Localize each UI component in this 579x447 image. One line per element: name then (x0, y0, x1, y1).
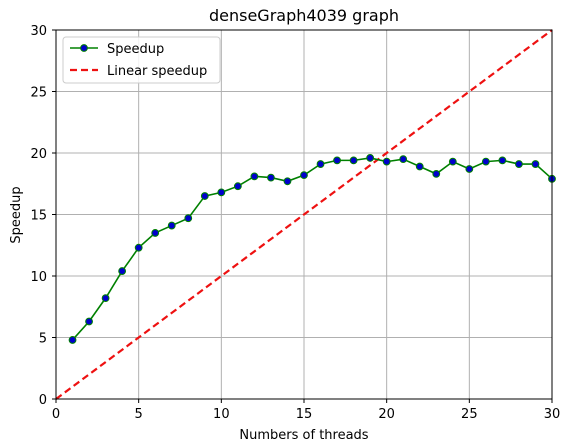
speedup-point (283, 177, 292, 186)
series-layer (55, 29, 556, 400)
speedup-point (300, 171, 308, 180)
y-tick-label: 10 (30, 270, 47, 285)
y-tick-label: 30 (30, 24, 47, 39)
legend: Speedup Linear speedup (62, 36, 221, 84)
speedup-point (432, 170, 441, 178)
speedup-point (515, 160, 523, 168)
speedup-point (382, 157, 391, 166)
x-tick-label: 0 (52, 407, 60, 422)
x-tick-label: 15 (296, 407, 313, 422)
y-tick-label: 20 (30, 147, 47, 162)
x-tick-label: 25 (461, 407, 478, 422)
speedup-point (151, 229, 160, 237)
speedup-point (498, 156, 507, 165)
y-tick-label: 25 (30, 86, 47, 101)
chart-title: denseGraph4039 graph (209, 6, 399, 25)
speedup-point (184, 214, 193, 223)
x-tick-label: 20 (378, 407, 395, 422)
y-tick-label: 15 (30, 209, 47, 224)
speedup-point (85, 317, 93, 326)
speedup-point (250, 172, 259, 181)
speedup-line (71, 157, 553, 341)
speedup-point (101, 294, 110, 303)
speedup-point (465, 165, 474, 173)
x-axis-label: Numbers of threads (239, 428, 368, 443)
speedup-point (200, 192, 209, 200)
y-tick-label: 5 (39, 332, 47, 347)
speedup-point (233, 182, 242, 191)
speedup-point (267, 173, 275, 182)
legend-speedup-swatch-marker (80, 44, 88, 52)
speedup-point (316, 160, 325, 168)
linear-speedup-line (55, 29, 553, 400)
legend-speedup-label: Speedup (107, 42, 164, 57)
speedup-point (349, 156, 358, 165)
x-tick-label: 10 (213, 407, 230, 422)
speedup-point (217, 188, 226, 197)
speedup-point (399, 155, 408, 164)
speedup-point (415, 162, 424, 171)
speedup-point (366, 154, 375, 162)
speedup-point (481, 157, 490, 166)
speedup-point (118, 267, 127, 275)
y-tick-label: 0 (39, 393, 47, 408)
legend-linear-label: Linear speedup (107, 64, 207, 79)
ticks: 0 5 10 15 20 25 30 0 5 10 15 20 25 30 (30, 24, 560, 422)
x-tick-label: 5 (135, 407, 143, 422)
speedup-point (531, 160, 540, 168)
x-tick-label: 30 (544, 407, 561, 422)
speedup-point (333, 156, 341, 165)
speedup-point (167, 221, 176, 230)
speedup-point (448, 157, 457, 166)
speedup-point (134, 243, 143, 252)
speedup-point (68, 336, 77, 344)
y-axis-label: Speedup (9, 186, 24, 243)
legend-box (62, 36, 221, 84)
